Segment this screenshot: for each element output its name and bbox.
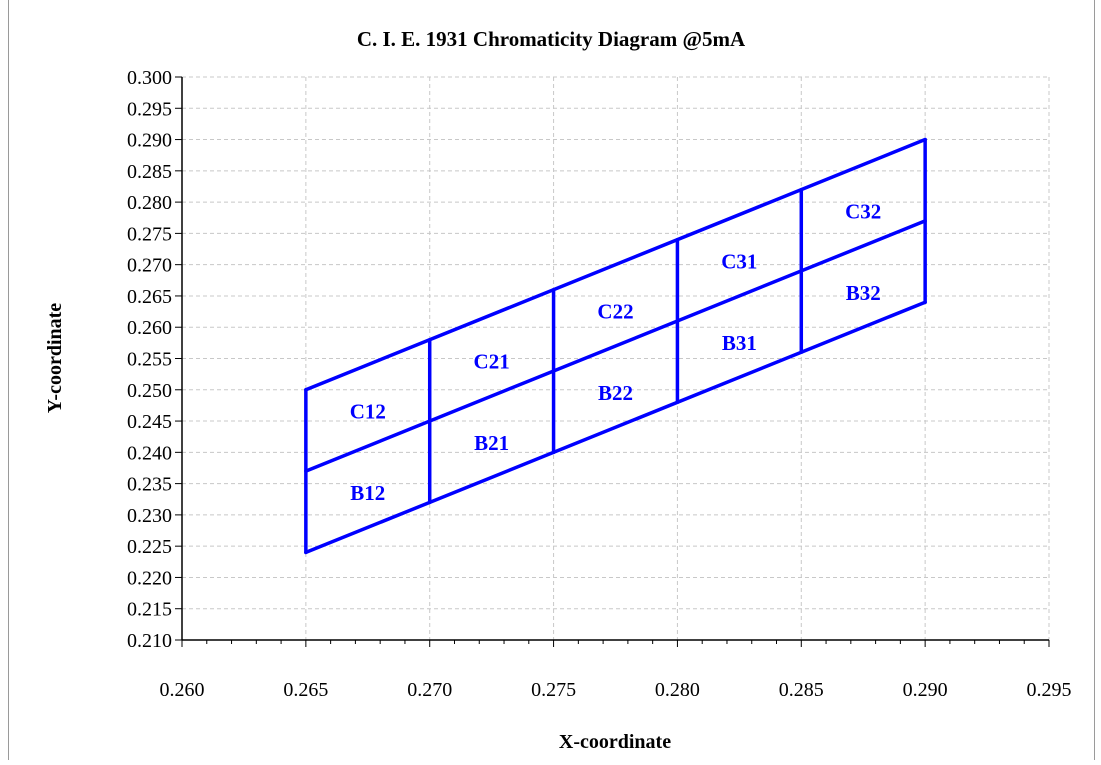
bin-label: B22 xyxy=(598,381,633,405)
chart-title: C. I. E. 1931 Chromaticity Diagram @5mA xyxy=(357,27,746,51)
y-tick-label: 0.230 xyxy=(127,505,172,527)
bin-boundary-line xyxy=(304,137,927,392)
y-tick-label: 0.290 xyxy=(127,130,172,152)
bin-label: B31 xyxy=(722,331,757,355)
axes xyxy=(175,76,1050,647)
y-tick-label: 0.275 xyxy=(127,223,172,245)
chromaticity-chart: C. I. E. 1931 Chromaticity Diagram @5mA … xyxy=(44,27,1072,753)
y-tick-label: 0.240 xyxy=(127,442,172,464)
y-tick-label: 0.220 xyxy=(127,567,172,589)
bin-boundary-line xyxy=(304,219,927,473)
y-tick-label: 0.250 xyxy=(127,380,172,402)
bin-label: B12 xyxy=(350,481,385,505)
bin-boundaries xyxy=(304,137,927,555)
y-axis-label: Y-coordinate xyxy=(44,303,66,413)
x-tick-label: 0.285 xyxy=(779,679,824,701)
x-tick-label: 0.275 xyxy=(531,679,576,701)
x-tick-label: 0.260 xyxy=(160,679,205,701)
y-tick-label: 0.280 xyxy=(127,192,172,214)
y-tick-label: 0.270 xyxy=(127,255,172,277)
y-tick-label: 0.225 xyxy=(127,536,172,558)
grid xyxy=(182,76,1050,640)
bin-label: C21 xyxy=(474,350,510,374)
bin-boundary-line xyxy=(304,300,927,555)
bin-labels: C12 B12 C21 B21 C22 B22 C31 B31 C32 B32 xyxy=(350,199,882,505)
y-tick-label: 0.295 xyxy=(127,98,172,120)
x-axis-label: X-coordinate xyxy=(559,731,671,753)
x-tick-label: 0.295 xyxy=(1027,679,1072,701)
y-tick-label: 0.255 xyxy=(127,349,172,371)
bin-label: C22 xyxy=(597,300,633,324)
bin-label: B32 xyxy=(846,281,881,305)
bin-label: C12 xyxy=(350,400,386,424)
y-tick-label: 0.300 xyxy=(127,67,172,89)
x-tick-label: 0.265 xyxy=(283,679,328,701)
bin-label: C31 xyxy=(721,250,757,274)
y-tick-label: 0.215 xyxy=(127,599,172,621)
y-tick-label: 0.245 xyxy=(127,411,172,433)
x-tick-label: 0.280 xyxy=(655,679,700,701)
y-tick-label: 0.235 xyxy=(127,474,172,496)
x-tick-label: 0.270 xyxy=(407,679,452,701)
y-tick-label: 0.265 xyxy=(127,286,172,308)
bin-label: B21 xyxy=(474,431,509,455)
chart-frame: C. I. E. 1931 Chromaticity Diagram @5mA … xyxy=(8,0,1095,760)
x-tick-label: 0.290 xyxy=(903,679,948,701)
y-tick-label: 0.210 xyxy=(127,630,172,652)
tick-labels: 0.260 0.265 0.270 0.275 0.280 0.285 0.290 0.295… xyxy=(127,67,1072,701)
bin-label: C32 xyxy=(845,199,881,223)
y-tick-label: 0.260 xyxy=(127,317,172,339)
y-tick-label: 0.285 xyxy=(127,161,172,183)
